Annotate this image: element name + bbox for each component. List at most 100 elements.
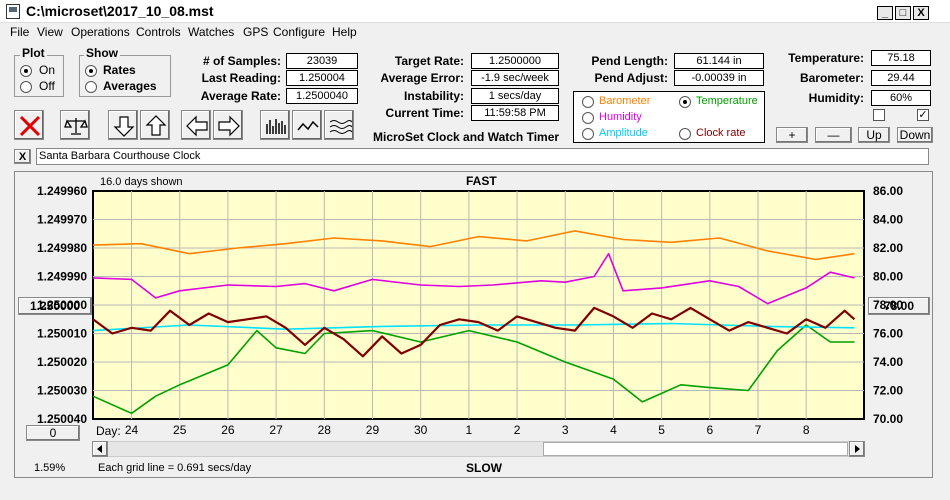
bar-graph-button[interactable]	[260, 110, 290, 140]
menu-help[interactable]: Help	[332, 25, 357, 39]
plot-off-radio[interactable]	[20, 81, 32, 93]
samples-label: # of Samples:	[202, 54, 281, 68]
percent-readout: 1.59%	[34, 462, 66, 474]
right-tick-label: 84.00	[873, 213, 903, 227]
plot-group-label: Plot	[20, 46, 47, 60]
menu-bar: File View Operations Controls Watches GP…	[0, 23, 950, 41]
center-rate-button[interactable]: 1.250000	[18, 297, 92, 315]
zero-button[interactable]: 0	[26, 425, 80, 441]
wave-graph-icon	[329, 120, 352, 134]
center-aux-button[interactable]: 78.00	[868, 297, 930, 315]
axis-labels: 1.249960 86.00 1.249970 84.00 1.249980 82.00 1…	[37, 184, 903, 437]
last-reading-value: 1.250004	[286, 70, 358, 86]
line-graph-button[interactable]	[292, 110, 322, 140]
left-arrow-button[interactable]	[181, 110, 211, 140]
day-prefix-label: Day:	[96, 424, 121, 438]
clock-name-input[interactable]: Santa Barbara Courthouse Clock	[36, 148, 929, 165]
day-tick-label: 5	[658, 423, 665, 437]
arrow-right-icon	[218, 115, 240, 137]
plot-on-label: On	[39, 63, 56, 77]
day-tick-label: 27	[269, 423, 283, 437]
sensor-select-panel	[573, 91, 765, 143]
humidity-radio[interactable]	[582, 112, 594, 124]
barometer-series	[92, 230, 855, 261]
instability-label: Instability:	[403, 89, 464, 103]
left-tick-label: 1.249970	[37, 213, 87, 227]
right-tick-label: 86.00	[873, 184, 903, 198]
left-tick-label: 1.250030	[37, 384, 87, 398]
day-tick-label: 26	[221, 423, 235, 437]
up-arrow-button[interactable]	[140, 110, 170, 140]
arrow-left-icon	[186, 115, 208, 137]
show-averages-radio[interactable]	[85, 81, 97, 93]
sensor-minus-button[interactable]: —	[815, 127, 852, 143]
target-rate-label: Target Rate:	[394, 54, 464, 68]
grid-lines	[93, 191, 864, 419]
app-icon[interactable]	[6, 4, 20, 19]
title-bar: C:\microset\2017_10_08.mst _ □ X	[0, 0, 950, 23]
target-rate-value: 1.2500000	[471, 53, 559, 69]
minimize-button[interactable]: _	[877, 6, 893, 20]
balance-button[interactable]	[60, 110, 90, 140]
sensor-checkbox-2[interactable]: ✓	[917, 109, 929, 121]
barometer-radio[interactable]	[582, 96, 594, 108]
sensor-up-button[interactable]: Up	[858, 127, 890, 143]
right-tick-label: 82.00	[873, 241, 903, 255]
menu-watches[interactable]: Watches	[188, 25, 235, 39]
average-rate-value: 1.2500040	[286, 88, 358, 104]
menu-file[interactable]: File	[10, 25, 30, 39]
app-caption: MicroSet Clock and Watch Timer	[373, 130, 560, 144]
close-button[interactable]: X	[913, 6, 929, 20]
sensor-checkbox-1[interactable]	[873, 109, 885, 121]
sensor-down-button[interactable]: Down	[897, 127, 933, 143]
right-tick-label: 80.00	[873, 270, 903, 284]
left-tick-label: 1.250040	[37, 412, 87, 426]
show-rates-radio[interactable]	[85, 65, 97, 77]
scroll-thumb[interactable]	[543, 442, 848, 456]
clock-rate-radio[interactable]	[679, 128, 691, 140]
humidity-label: Humidity:	[808, 91, 864, 105]
right-tick-label: 70.00	[873, 412, 903, 426]
down-arrow-button[interactable]	[108, 110, 138, 140]
temperature-label: Temperature:	[788, 51, 864, 65]
left-tick-label: 1.250010	[37, 327, 87, 341]
amplitude-series	[92, 322, 855, 332]
right-tick-label: 76.00	[873, 327, 903, 341]
sensor-plus-button[interactable]: +	[776, 127, 808, 143]
menu-controls[interactable]: Controls	[136, 25, 181, 39]
right-arrow-button[interactable]	[213, 110, 243, 140]
left-tick-label: 1.249980	[37, 241, 87, 255]
wave-graph-button[interactable]	[324, 110, 354, 140]
plot-on-radio[interactable]	[20, 65, 32, 77]
slow-label: SLOW	[466, 461, 502, 475]
menu-gps[interactable]: GPS	[243, 25, 269, 39]
balance-scale-icon	[64, 118, 88, 135]
day-tick-label: 6	[706, 423, 713, 437]
menu-operations[interactable]: Operations	[71, 25, 130, 39]
line-graph-icon	[297, 120, 319, 131]
maximize-button[interactable]: □	[895, 6, 911, 20]
clock_rate-series	[92, 306, 856, 358]
arrow-down-icon	[113, 116, 135, 137]
temperature-radio[interactable]	[679, 96, 691, 108]
scroll-left-button[interactable]	[92, 441, 108, 457]
day-tick-label: 2	[514, 423, 521, 437]
show-averages-label: Averages	[103, 79, 157, 93]
day-tick-label: 28	[318, 423, 332, 437]
menu-configure[interactable]: Configure	[273, 25, 326, 39]
amplitude-radio[interactable]	[582, 128, 594, 140]
show-rates-label: Rates	[103, 63, 136, 77]
scroll-right-button[interactable]	[849, 441, 865, 457]
clear-clock-button[interactable]: X	[14, 149, 31, 164]
show-group-label: Show	[84, 46, 120, 60]
current-time-label: Current Time:	[385, 106, 464, 120]
series-lines	[92, 230, 856, 415]
days-shown-label: 16.0 days shown	[100, 176, 183, 188]
stop-button[interactable]	[14, 110, 44, 140]
humidity-option-label: Humidity	[599, 111, 642, 123]
scroll-right-icon	[855, 445, 860, 453]
menu-view[interactable]: View	[37, 25, 63, 39]
average-rate-label: Average Rate:	[200, 89, 281, 103]
day-tick-label: 24	[125, 423, 139, 437]
temperature-value: 75.18	[871, 50, 931, 66]
